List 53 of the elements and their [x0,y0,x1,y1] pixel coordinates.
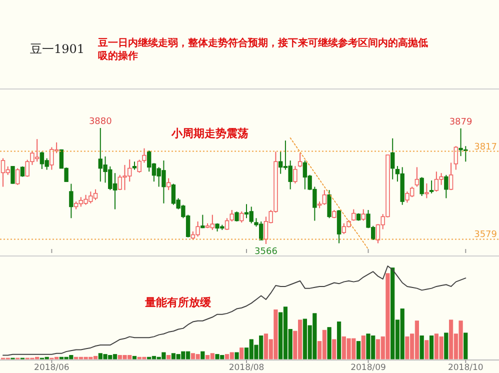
candlestick [137,159,142,174]
chart-title: 豆一1901 [30,42,85,56]
x-tick-label: 2018/06 [34,363,70,373]
bar [356,341,361,360]
bar [361,336,366,360]
candlestick [454,146,458,170]
bar [424,340,429,360]
candlestick [16,168,20,186]
bar [336,322,342,360]
candlestick [69,183,74,219]
candlestick [224,218,230,230]
x-tick-label: 2018/10 [448,363,484,373]
chart-subtitle: 豆一日内继续走弱，整体走势符合预期，接下来可继续参考区间内的高抛低吸的操作 [97,37,428,62]
candlestick [142,148,146,164]
candlestick [166,178,171,191]
candlestick [240,210,244,224]
candlestick [230,210,234,222]
bar [240,348,244,360]
candlestick [390,138,395,180]
bar [332,339,336,360]
candlestick [10,166,15,184]
candlestick [336,210,342,244]
x-tick-label: 2018/09 [350,363,386,373]
candlestick [20,166,25,178]
annotation: 3880 [88,117,112,127]
candlestick [429,180,434,194]
annotation: 3879 [449,117,473,128]
candlestick [444,174,448,199]
candlestick [448,162,454,191]
x-tick-label: 2018/08 [228,363,264,373]
bar [166,355,171,360]
annotation: 小周期走势震荡 [170,127,248,140]
candlestick [200,214,205,229]
bar [444,332,448,360]
annotation: 3566 [254,247,278,257]
bar [132,356,137,360]
candlestick [361,208,366,222]
ref-line-label: 3817 [474,142,497,152]
candlestick [414,166,420,188]
bar [464,332,468,360]
bar [420,336,424,360]
candlestick [234,210,239,222]
bar [234,352,239,360]
bar [327,327,332,360]
ref-line-label: 3579 [474,230,498,240]
bar [200,351,205,360]
annotation: 量能有所放缓 [144,296,212,309]
candlestick [327,190,332,219]
bar [430,336,434,360]
candlestick [420,176,424,196]
candlestick [424,182,429,199]
candlestick [298,152,302,168]
candlestick [293,166,298,184]
